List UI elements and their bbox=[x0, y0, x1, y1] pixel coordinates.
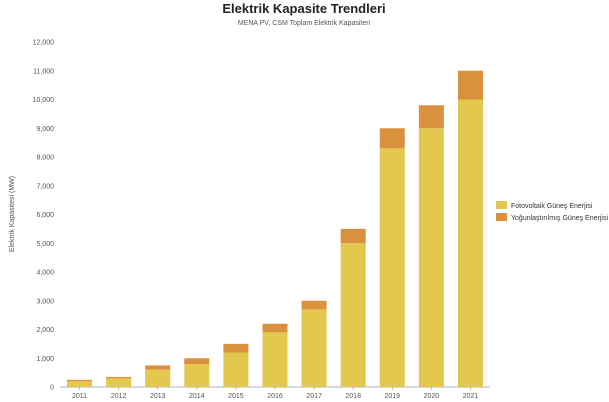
bar-segment-series-2 bbox=[301, 300, 327, 310]
legend-label: Yoğunlaştırılmış Güneş Enerjisi bbox=[511, 215, 608, 222]
bar-segment-series-2 bbox=[418, 105, 444, 129]
bar-segment-series-2 bbox=[67, 379, 93, 382]
bar-segment-series-2 bbox=[106, 376, 132, 379]
x-tick-label: 2020 bbox=[424, 393, 440, 400]
bar-segment-series-2 bbox=[145, 365, 171, 370]
y-tick-label: 2,000 bbox=[36, 327, 54, 334]
bar-segment-series-1 bbox=[457, 99, 483, 387]
bar-segment-series-2 bbox=[223, 343, 249, 353]
x-tick-label: 2015 bbox=[228, 393, 244, 400]
x-tick-label: 2019 bbox=[384, 393, 400, 400]
x-tick-label: 2012 bbox=[111, 393, 127, 400]
y-tick-label: 9,000 bbox=[36, 126, 54, 133]
y-tick-label: 10,000 bbox=[33, 97, 55, 104]
y-axis-title: Elektrik Kapasitesi (MW) bbox=[9, 176, 16, 252]
x-tick-label: 2013 bbox=[150, 393, 166, 400]
legend-label: Fotovoltaik Güneş Enerjisi bbox=[511, 203, 593, 210]
x-axis: 2011 2012 2013 2014 2015 2016 2017 2018 2019 2020… bbox=[60, 386, 490, 400]
chart-title: Elektrik Kapasite Trendleri bbox=[222, 1, 385, 16]
x-tick-label: 2018 bbox=[345, 393, 361, 400]
bar-segment-series-1 bbox=[184, 364, 210, 387]
bar-segment-series-2 bbox=[457, 70, 483, 100]
x-tick-label: 2014 bbox=[189, 393, 205, 400]
bar-segment-series-2 bbox=[379, 128, 405, 149]
bar-segment-series-1 bbox=[340, 243, 366, 387]
y-tick-label: 12,000 bbox=[33, 40, 55, 47]
x-tick-label: 2021 bbox=[463, 393, 479, 400]
legend: Fotovoltaik Güneş Enerjisi Yoğunlaştırılm… bbox=[496, 201, 608, 222]
bar-segment-series-1 bbox=[145, 369, 171, 387]
chart-subtitle: MENA PV, CSM Toplam Elektrik Kapasiteri bbox=[238, 20, 371, 27]
bar-segment-series-2 bbox=[184, 358, 210, 364]
y-tick-label: 8,000 bbox=[36, 155, 54, 162]
y-axis: 0 1,000 2,000 3,000 4,000 5,000 6,000 7,000 8,00… bbox=[33, 40, 55, 392]
y-tick-label: 1,000 bbox=[36, 356, 54, 363]
bar-segment-series-1 bbox=[223, 352, 249, 387]
y-tick-label: 7,000 bbox=[36, 183, 54, 190]
bar-segment-series-1 bbox=[106, 378, 132, 387]
y-tick-label: 0 bbox=[50, 385, 54, 392]
bar-segment-series-1 bbox=[379, 148, 405, 387]
bar-segment-series-1 bbox=[418, 128, 444, 387]
y-tick-label: 5,000 bbox=[36, 241, 54, 248]
legend-swatch bbox=[496, 201, 507, 209]
x-tick-label: 2016 bbox=[267, 393, 283, 400]
y-tick-label: 6,000 bbox=[36, 212, 54, 219]
x-tick-label: 2017 bbox=[306, 393, 322, 400]
y-tick-label: 11,000 bbox=[33, 68, 54, 75]
legend-swatch bbox=[496, 213, 507, 221]
bar-segment-series-1 bbox=[67, 381, 93, 387]
bars-group bbox=[67, 70, 483, 387]
bar-segment-series-1 bbox=[262, 332, 288, 387]
bar-segment-series-1 bbox=[301, 309, 327, 387]
y-tick-label: 4,000 bbox=[36, 270, 54, 277]
bar-segment-series-2 bbox=[262, 323, 288, 333]
x-tick-label: 2011 bbox=[72, 393, 87, 400]
bar-segment-series-2 bbox=[340, 228, 366, 244]
y-tick-label: 3,000 bbox=[36, 298, 54, 305]
